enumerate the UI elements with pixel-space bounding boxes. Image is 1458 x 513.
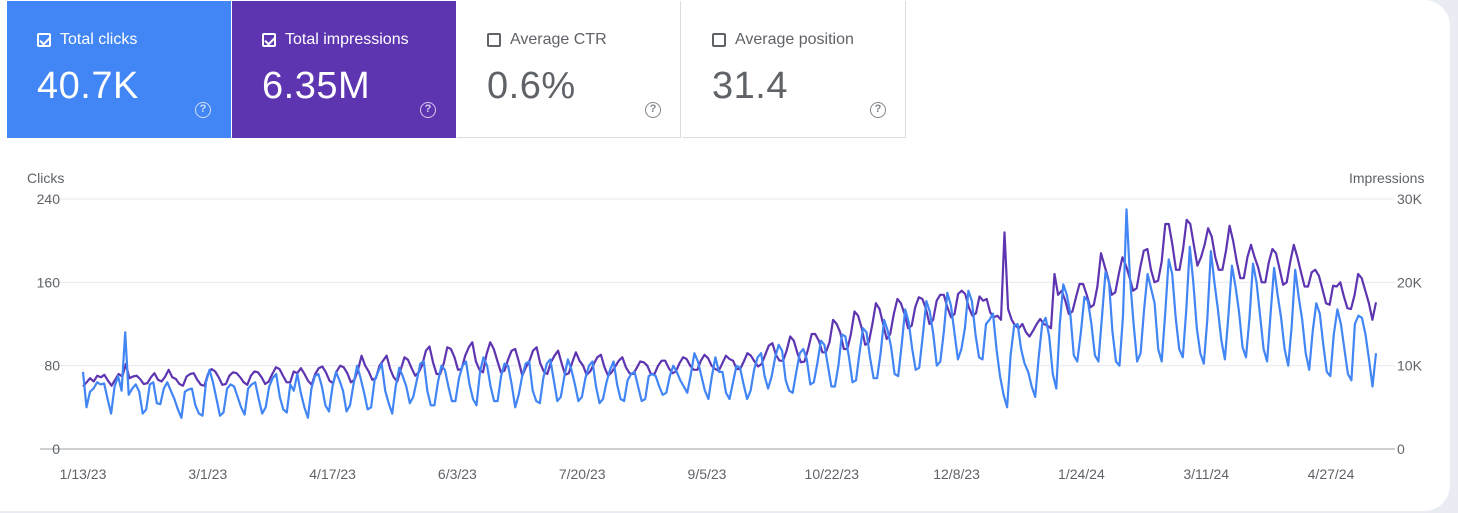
metric-label-row: Total impressions bbox=[262, 31, 409, 49]
y-right-tick-label: 0 bbox=[1397, 441, 1405, 457]
metric-label-row: Average position bbox=[712, 31, 854, 49]
checkbox-checked-icon[interactable] bbox=[37, 33, 51, 47]
metric-value: 0.6% bbox=[487, 65, 576, 107]
metric-label-row: Total clicks bbox=[37, 31, 137, 49]
x-tick-label: 4/27/24 bbox=[1308, 466, 1355, 482]
metric-value: 31.4 bbox=[712, 65, 788, 107]
x-tick-label: 9/5/23 bbox=[688, 466, 727, 482]
x-tick-label: 7/20/23 bbox=[559, 466, 606, 482]
y-right-tick-label: 20K bbox=[1397, 274, 1423, 290]
help-icon[interactable]: ? bbox=[195, 102, 211, 118]
checkbox-unchecked-icon[interactable] bbox=[487, 33, 501, 47]
metric-label: Average position bbox=[735, 31, 854, 48]
x-tick-label: 6/3/23 bbox=[438, 466, 477, 482]
metric-value: 6.35M bbox=[262, 65, 371, 107]
metric-label: Average CTR bbox=[510, 31, 607, 48]
x-tick-label: 3/11/24 bbox=[1183, 466, 1229, 482]
y-left-tick-label: 80 bbox=[44, 358, 60, 374]
y-right-tick-label: 10K bbox=[1397, 358, 1423, 374]
checkbox-unchecked-icon[interactable] bbox=[712, 33, 726, 47]
y-left-axis-title: Clicks bbox=[27, 170, 65, 186]
metric-average-position[interactable]: Average position 31.4 ? bbox=[682, 1, 906, 138]
y-right-ticks: 0 10K 20K 30K bbox=[1397, 191, 1423, 457]
chart-grid bbox=[40, 198, 1395, 450]
metric-label: Total clicks bbox=[60, 31, 138, 48]
metric-label: Total impressions bbox=[285, 31, 409, 48]
y-right-axis-title: Impressions bbox=[1349, 170, 1425, 186]
metric-value: 40.7K bbox=[37, 65, 139, 107]
help-icon[interactable]: ? bbox=[420, 102, 436, 118]
y-left-tick-label: 0 bbox=[52, 441, 60, 457]
chart-series bbox=[81, 208, 1378, 419]
series-line-impressions bbox=[82, 218, 1378, 388]
metric-total-clicks[interactable]: Total clicks 40.7K ? bbox=[7, 1, 231, 138]
x-tick-label: 4/17/23 bbox=[309, 466, 356, 482]
x-tick-label: 1/13/23 bbox=[60, 466, 107, 482]
series-line-clicks bbox=[81, 208, 1378, 419]
metric-average-ctr[interactable]: Average CTR 0.6% ? bbox=[457, 1, 681, 138]
y-left-tick-label: 240 bbox=[37, 191, 61, 207]
x-axis-ticks: 1/13/23 3/1/23 4/17/23 6/3/23 7/20/23 9/5/23 1… bbox=[60, 466, 1355, 482]
metric-total-impressions[interactable]: Total impressions 6.35M ? bbox=[232, 1, 456, 138]
y-right-tick-label: 30K bbox=[1397, 191, 1423, 207]
x-tick-label: 10/22/23 bbox=[805, 466, 860, 482]
help-icon[interactable]: ? bbox=[645, 102, 661, 118]
x-tick-label: 3/1/23 bbox=[188, 466, 227, 482]
help-icon[interactable]: ? bbox=[870, 102, 886, 118]
x-tick-label: 12/8/23 bbox=[933, 466, 980, 482]
checkbox-checked-icon[interactable] bbox=[262, 33, 276, 47]
y-left-ticks: 0 80 160 240 bbox=[37, 191, 61, 457]
metric-label-row: Average CTR bbox=[487, 31, 607, 49]
x-tick-label: 1/24/24 bbox=[1058, 466, 1105, 482]
y-left-tick-label: 160 bbox=[37, 274, 61, 290]
